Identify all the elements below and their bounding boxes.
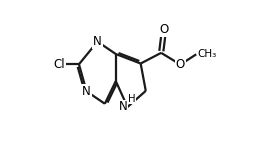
Text: H: H	[128, 94, 135, 104]
Text: N: N	[118, 100, 127, 113]
Text: N: N	[82, 85, 91, 98]
Text: N: N	[93, 35, 102, 48]
Text: O: O	[159, 23, 168, 36]
Text: O: O	[175, 58, 184, 71]
Text: CH₃: CH₃	[196, 49, 215, 59]
Text: Cl: Cl	[53, 58, 64, 71]
